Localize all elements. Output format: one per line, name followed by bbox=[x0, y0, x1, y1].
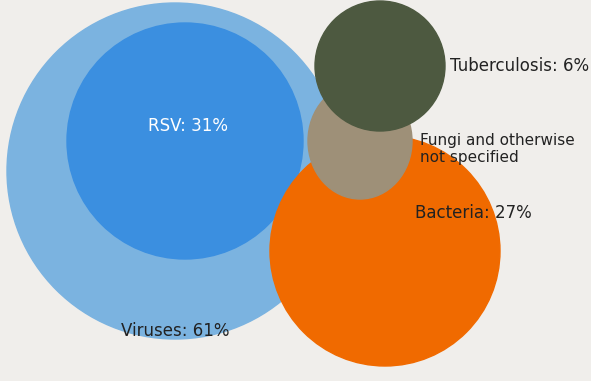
Ellipse shape bbox=[308, 83, 412, 199]
Text: RSV: 31%: RSV: 31% bbox=[148, 117, 228, 135]
Ellipse shape bbox=[67, 23, 303, 259]
Text: Tuberculosis: 6%: Tuberculosis: 6% bbox=[450, 57, 589, 75]
Ellipse shape bbox=[315, 1, 445, 131]
Ellipse shape bbox=[7, 3, 343, 339]
Ellipse shape bbox=[270, 136, 500, 366]
Text: Viruses: 61%: Viruses: 61% bbox=[121, 322, 229, 340]
Text: Bacteria: 27%: Bacteria: 27% bbox=[415, 204, 532, 222]
Text: Fungi and otherwise
not specified: Fungi and otherwise not specified bbox=[420, 133, 575, 165]
